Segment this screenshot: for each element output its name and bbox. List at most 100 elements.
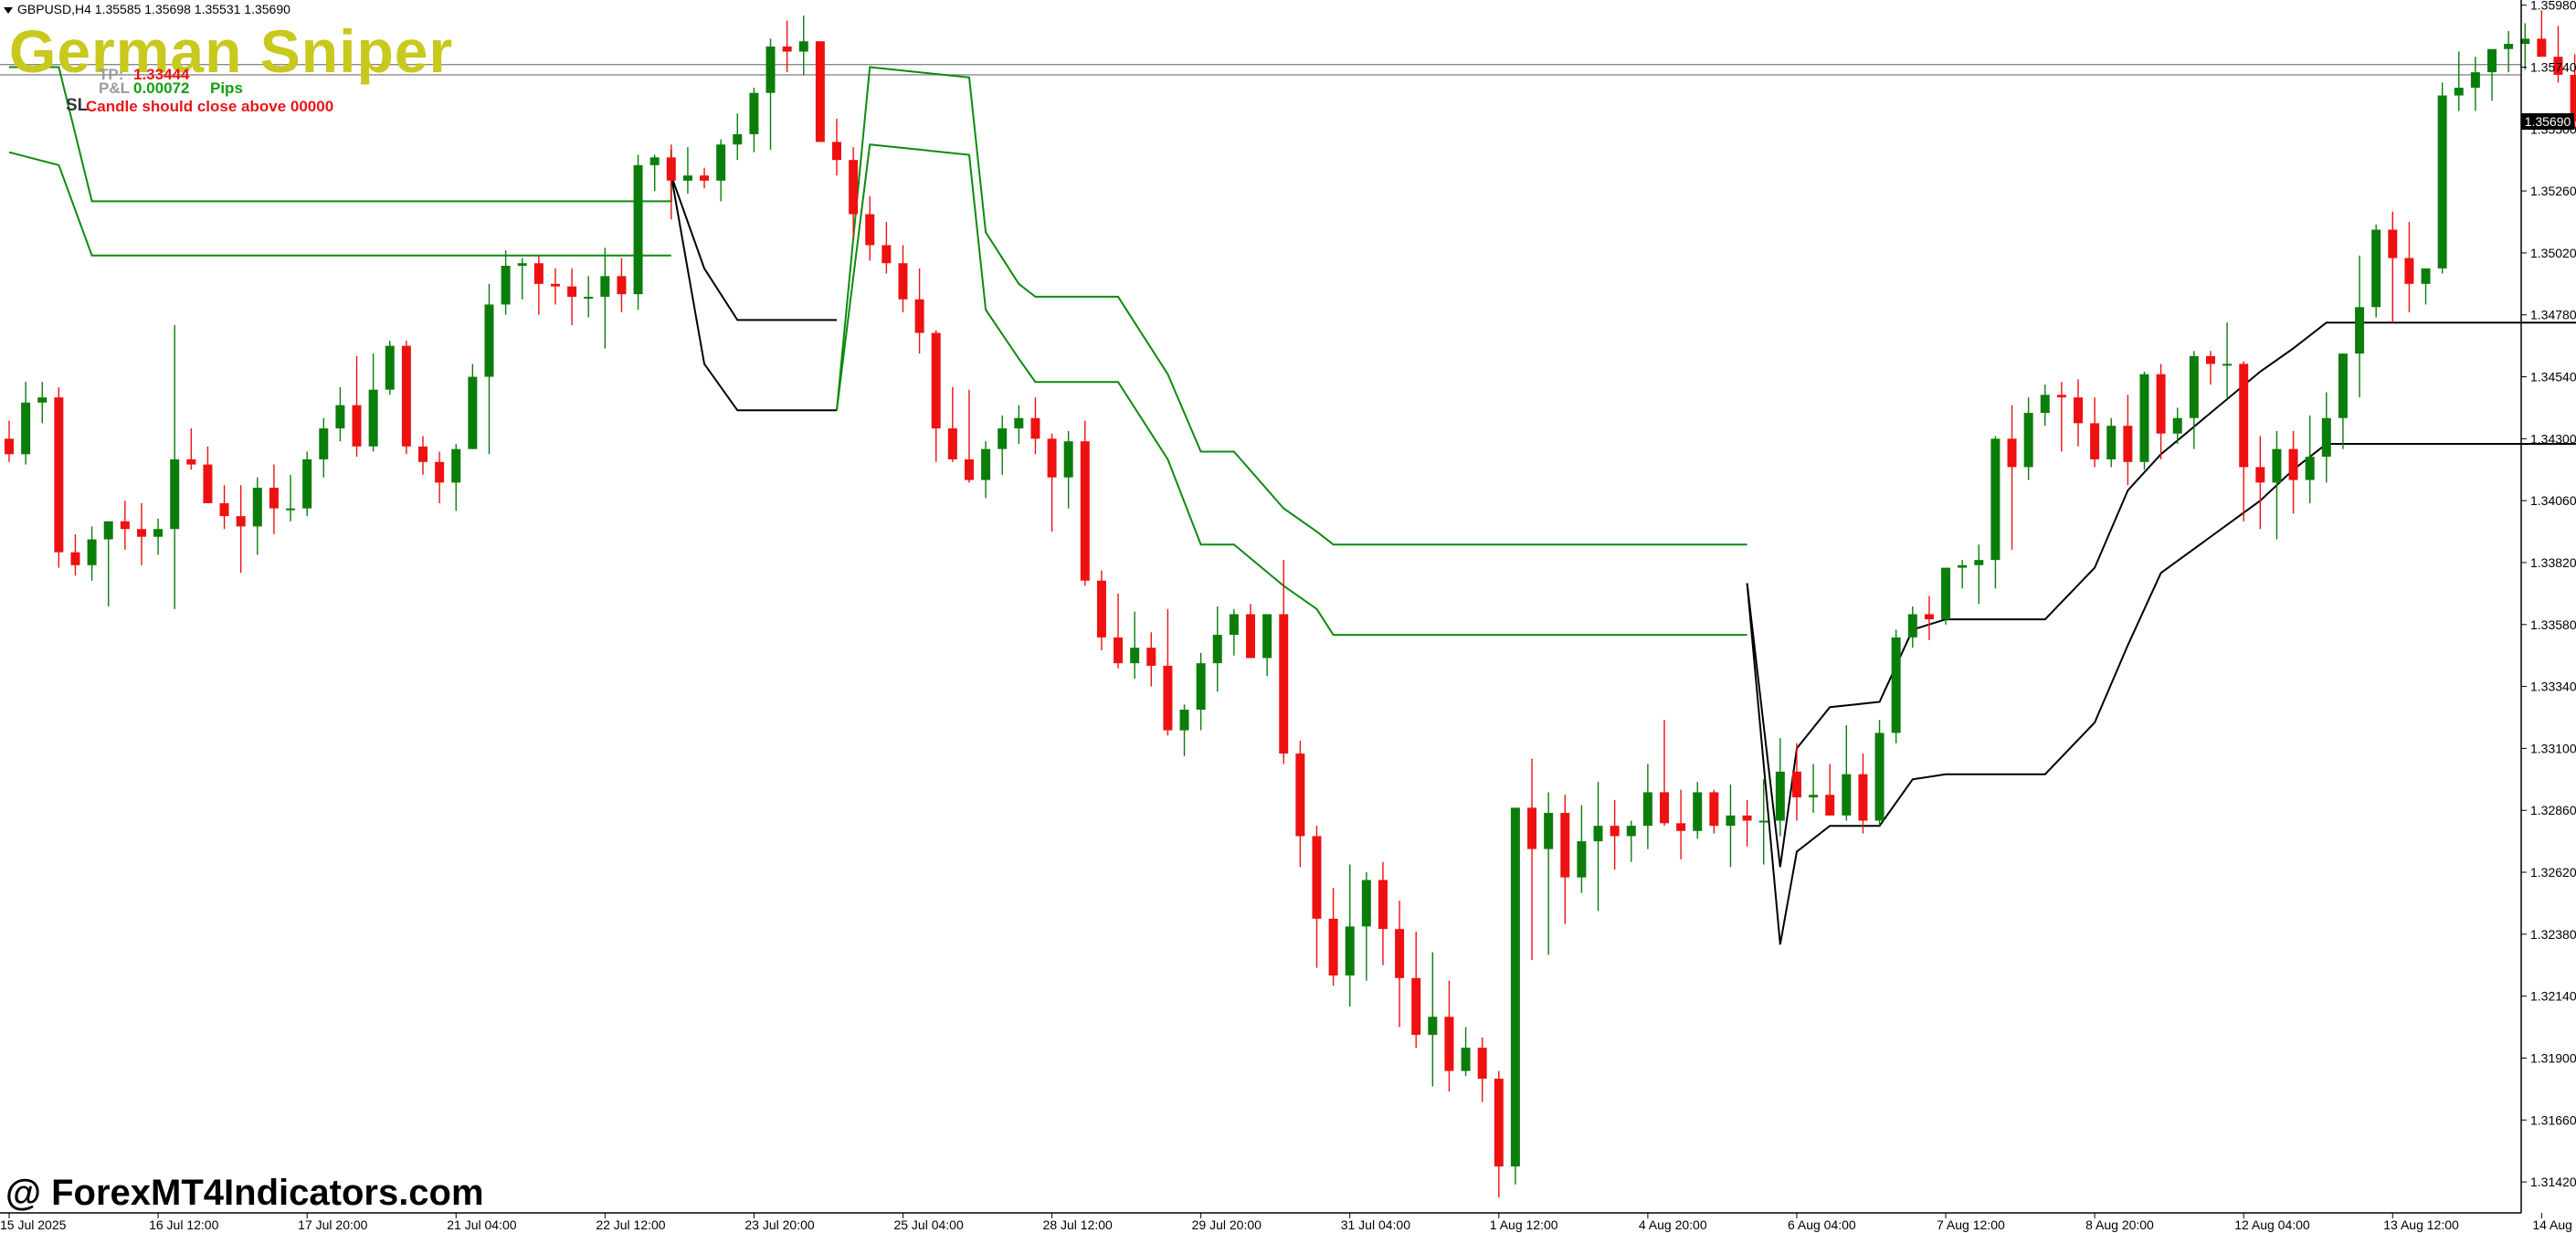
candle[interactable] xyxy=(931,330,941,462)
candle[interactable] xyxy=(798,15,808,75)
candle[interactable] xyxy=(1974,544,1984,605)
candle[interactable] xyxy=(1262,614,1272,677)
candle[interactable] xyxy=(1461,1027,1471,1077)
candle[interactable] xyxy=(1544,792,1554,955)
candle[interactable] xyxy=(1063,430,1073,509)
candle[interactable] xyxy=(2074,379,2083,447)
candle[interactable] xyxy=(5,420,14,462)
candle[interactable] xyxy=(1179,704,1189,756)
candle[interactable] xyxy=(1775,738,1785,837)
candle[interactable] xyxy=(1527,758,1537,961)
candle[interactable] xyxy=(1030,397,1040,455)
candle[interactable] xyxy=(21,382,31,465)
candle[interactable] xyxy=(2007,405,2017,550)
candle[interactable] xyxy=(584,276,594,318)
candle[interactable] xyxy=(617,258,627,312)
candle[interactable] xyxy=(1378,861,1388,965)
candle[interactable] xyxy=(1080,420,1090,586)
candle[interactable] xyxy=(733,113,743,161)
candle[interactable] xyxy=(1842,724,1852,821)
candle[interactable] xyxy=(1411,932,1421,1049)
candle[interactable] xyxy=(2272,430,2282,540)
candle[interactable] xyxy=(832,118,841,176)
candle[interactable] xyxy=(749,88,759,153)
candle[interactable] xyxy=(1626,820,1636,862)
candle[interactable] xyxy=(1312,826,1322,968)
candle[interactable] xyxy=(1958,560,1968,589)
candle[interactable] xyxy=(2421,268,2431,305)
candle[interactable] xyxy=(1345,864,1355,1006)
candle[interactable] xyxy=(153,518,164,555)
candle[interactable] xyxy=(1560,795,1570,924)
candle[interactable] xyxy=(1146,632,1156,687)
candle[interactable] xyxy=(1742,799,1752,847)
candle[interactable] xyxy=(666,144,676,220)
candle[interactable] xyxy=(1395,901,1405,1028)
candle[interactable] xyxy=(1212,606,1222,692)
candle[interactable] xyxy=(2090,397,2100,468)
candle[interactable] xyxy=(1874,720,1884,827)
candle[interactable] xyxy=(2487,48,2497,101)
candle[interactable] xyxy=(418,436,428,475)
candle[interactable] xyxy=(2239,361,2249,522)
candle[interactable] xyxy=(352,355,362,458)
candle[interactable] xyxy=(1163,608,1173,736)
candle[interactable] xyxy=(1924,595,1934,640)
candle[interactable] xyxy=(2040,385,2050,427)
candle[interactable] xyxy=(236,485,246,574)
candle[interactable] xyxy=(1809,764,1819,814)
candle[interactable] xyxy=(2371,224,2381,318)
candle[interactable] xyxy=(385,340,395,395)
candle[interactable] xyxy=(2454,51,2464,111)
candle[interactable] xyxy=(2288,430,2298,514)
candle[interactable] xyxy=(451,443,461,511)
candle[interactable] xyxy=(2553,26,2563,83)
candle[interactable] xyxy=(1229,608,1239,656)
candle[interactable] xyxy=(2205,351,2215,385)
candle[interactable] xyxy=(2520,23,2530,70)
candle[interactable] xyxy=(219,485,229,530)
candle[interactable] xyxy=(1610,799,1620,870)
candle[interactable] xyxy=(1510,807,1520,1185)
candle[interactable] xyxy=(103,521,113,606)
candle[interactable] xyxy=(865,195,875,261)
candle[interactable] xyxy=(914,268,924,354)
candle[interactable] xyxy=(600,248,610,349)
chevron-down-icon[interactable] xyxy=(4,6,13,14)
candle[interactable] xyxy=(1891,629,1901,743)
candle[interactable] xyxy=(1709,789,1719,834)
candle[interactable] xyxy=(1295,740,1305,868)
candle[interactable] xyxy=(1990,436,2001,589)
candle[interactable] xyxy=(1196,652,1206,731)
candle[interactable] xyxy=(1328,887,1338,986)
candle[interactable] xyxy=(2156,364,2166,459)
candle[interactable] xyxy=(2123,395,2133,486)
candle[interactable] xyxy=(2172,407,2182,444)
candle[interactable] xyxy=(1726,784,1736,868)
candle[interactable] xyxy=(2570,54,2576,130)
candle[interactable] xyxy=(1494,1070,1504,1198)
candle[interactable] xyxy=(782,20,792,73)
candle[interactable] xyxy=(1825,764,1835,816)
candle[interactable] xyxy=(2023,397,2033,480)
candle[interactable] xyxy=(203,446,213,503)
candle[interactable] xyxy=(319,417,329,478)
candle[interactable] xyxy=(401,340,411,455)
candle[interactable] xyxy=(468,364,478,449)
candle[interactable] xyxy=(533,255,544,315)
candle[interactable] xyxy=(2338,353,2348,449)
candle[interactable] xyxy=(2537,10,2547,58)
candle[interactable] xyxy=(186,428,196,470)
candle[interactable] xyxy=(87,526,97,581)
candle[interactable] xyxy=(269,464,279,534)
candle[interactable] xyxy=(882,221,892,274)
candle[interactable] xyxy=(2189,351,2199,449)
candle[interactable] xyxy=(120,501,130,550)
candle[interactable] xyxy=(1047,433,1057,532)
candle[interactable] xyxy=(1014,405,1024,444)
candle[interactable] xyxy=(1246,604,1255,659)
candle[interactable] xyxy=(302,451,312,517)
candle[interactable] xyxy=(2470,57,2480,111)
candle[interactable] xyxy=(70,533,80,576)
